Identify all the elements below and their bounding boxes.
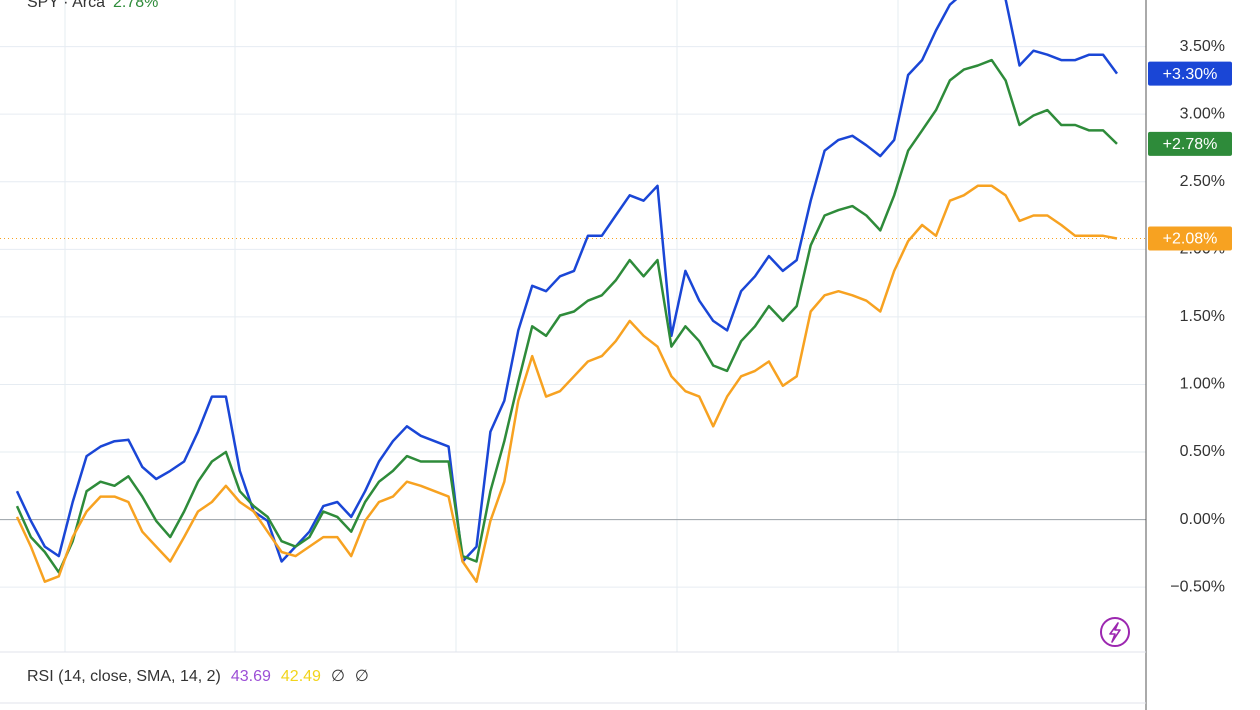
y-tick-label: 2.50% bbox=[1180, 173, 1225, 190]
y-tick-label: 3.50% bbox=[1180, 38, 1225, 55]
rsi-icon: ∅ bbox=[355, 668, 369, 685]
price-tag-label: +2.08% bbox=[1163, 231, 1218, 248]
replay-button[interactable] bbox=[1100, 617, 1130, 647]
price-tag-label: +3.30% bbox=[1163, 66, 1218, 83]
rsi-value: 42.49 bbox=[281, 668, 321, 685]
series-line bbox=[15, 184, 1118, 583]
price-tags: +3.30% +2.78% +2.08% bbox=[1148, 61, 1232, 251]
y-tick-label: 1.50% bbox=[1180, 308, 1225, 325]
price-tag bbox=[1148, 131, 1232, 156]
exchange: Arca bbox=[72, 0, 105, 11]
series-line bbox=[15, 0, 1119, 563]
series-line bbox=[15, 58, 1118, 574]
change: 2.78% bbox=[113, 0, 158, 11]
price-tag bbox=[1148, 226, 1232, 251]
y-tick-label: 0.50% bbox=[1180, 443, 1225, 460]
rsi-label: RSI (14, close, SMA, 14, 2) bbox=[27, 668, 221, 685]
header: SPY · Arca 2.78% bbox=[27, 0, 158, 11]
y-tick-label: 1.00% bbox=[1180, 376, 1225, 393]
rsi-value: 43.69 bbox=[231, 668, 271, 685]
rsi-icon: ∅ bbox=[331, 668, 345, 685]
grid bbox=[0, 46, 1146, 588]
plot bbox=[0, 0, 1146, 583]
price-axis: −0.50%0.00%0.50%1.00%1.50%2.00%2.50%3.00… bbox=[1170, 38, 1225, 596]
y-tick-label: 3.00% bbox=[1180, 105, 1225, 122]
y-tick-label: 0.00% bbox=[1180, 511, 1225, 528]
y-tick-label: −0.50% bbox=[1170, 578, 1225, 595]
symbol: SPY bbox=[27, 0, 59, 11]
price-tag bbox=[1148, 61, 1232, 86]
price-tag-label: +2.78% bbox=[1163, 136, 1218, 153]
rsi-legend[interactable]: RSI (14, close, SMA, 14, 2) 43.69 42.49 ∅ ∅ bbox=[27, 668, 369, 685]
